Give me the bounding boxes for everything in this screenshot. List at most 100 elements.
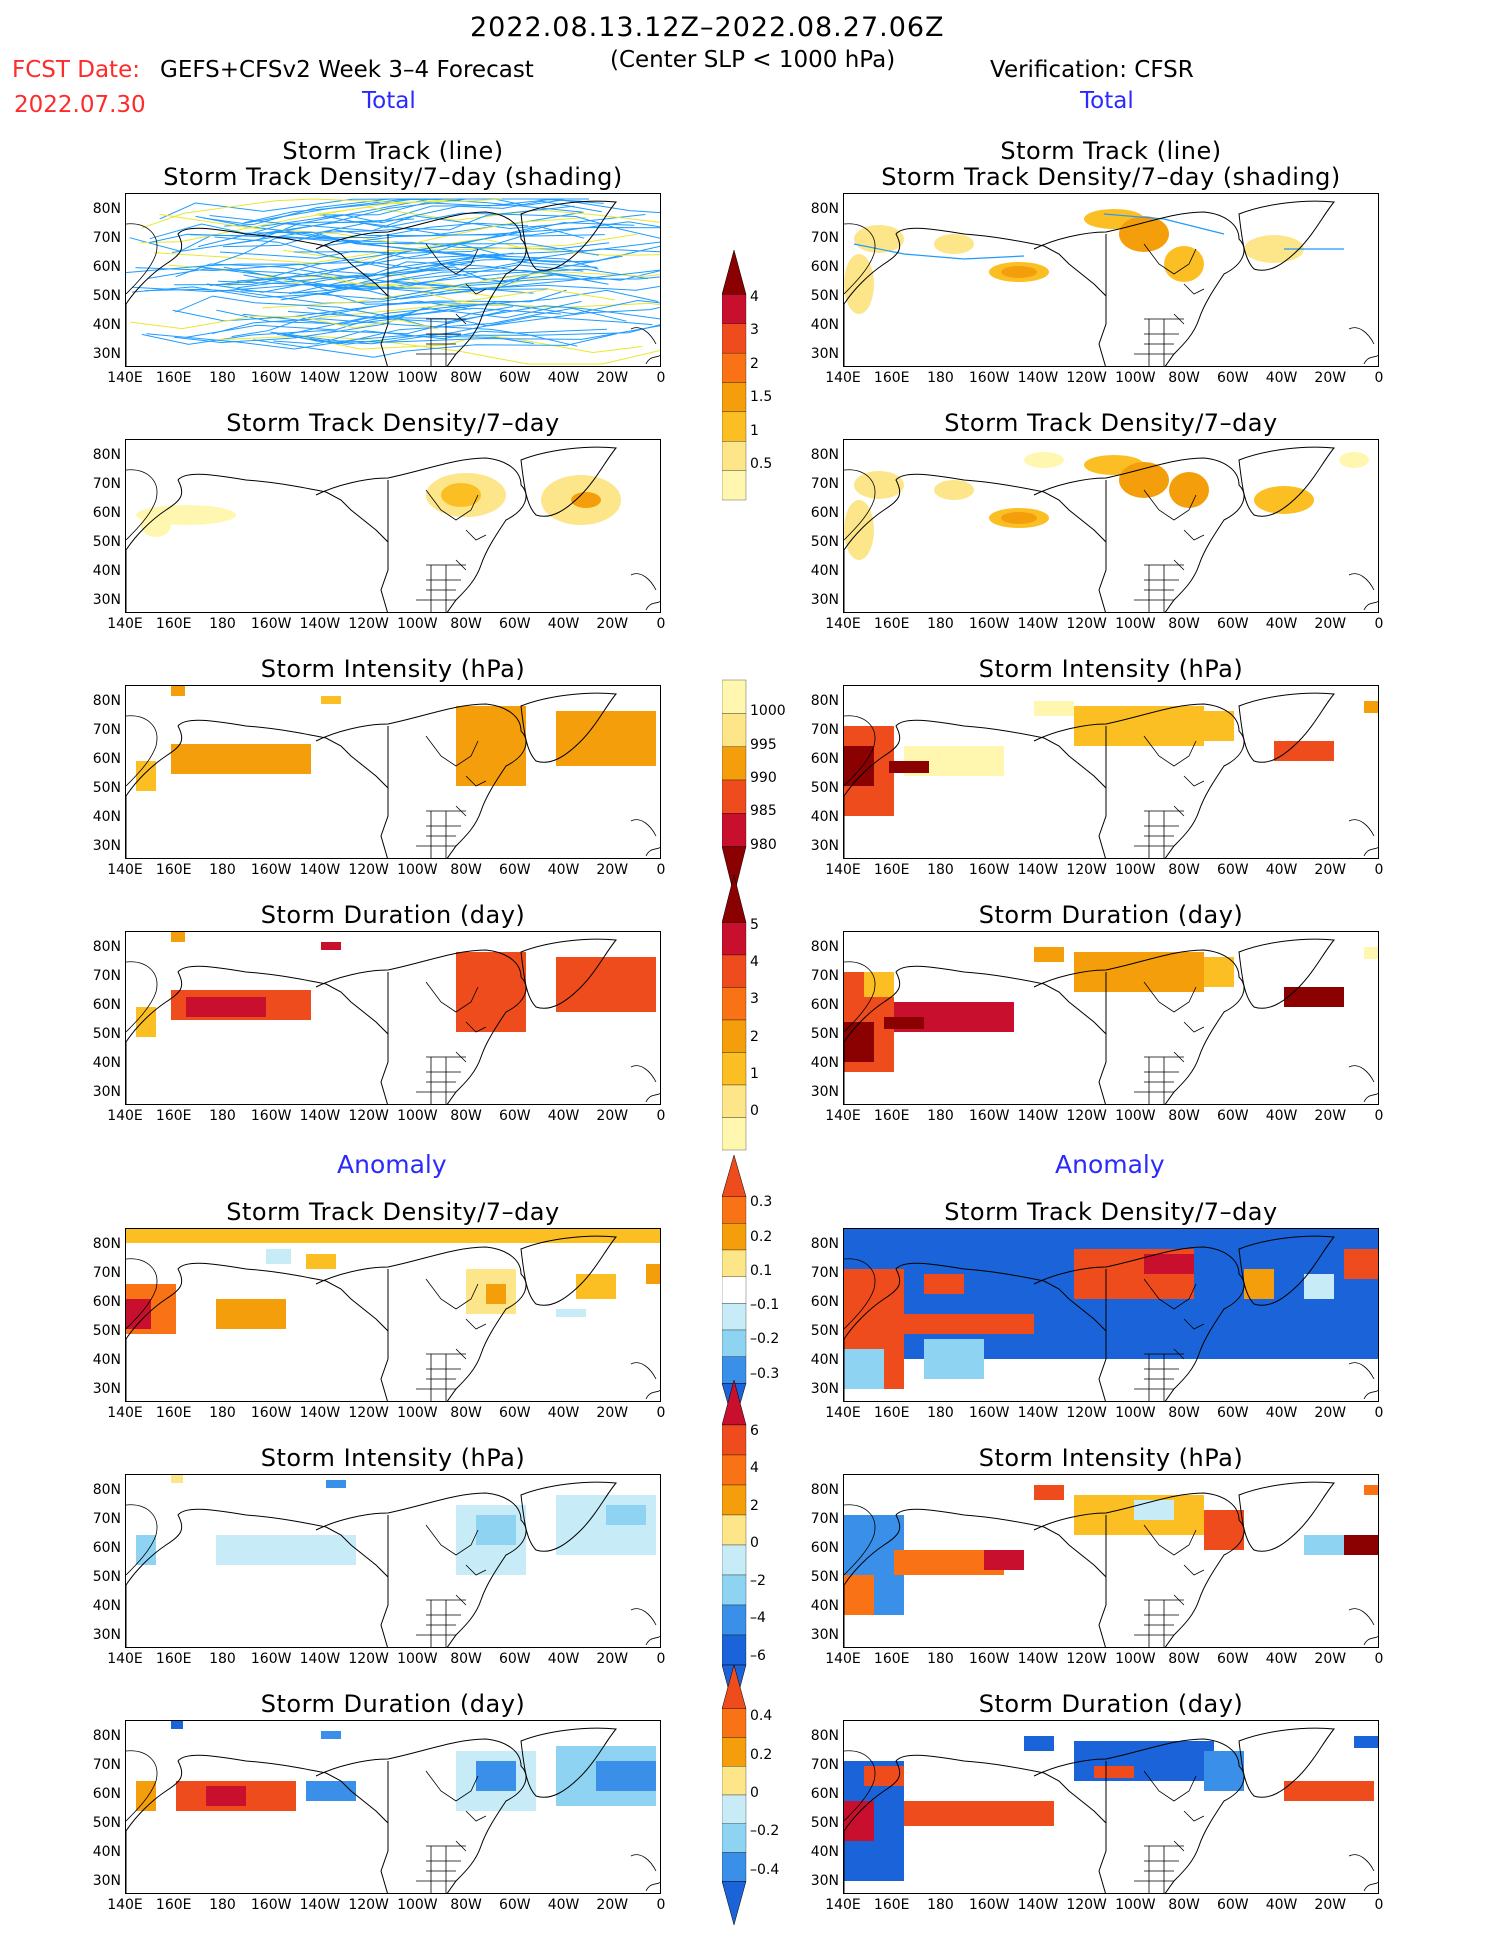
lon-label: 0 [1374,1108,1384,1124]
panel-title-track_line: Storm Track (line) [1000,137,1222,165]
lat-label: 30N [810,838,839,854]
lon-label: 160W [250,1405,292,1421]
lon-label: 20W [1314,1651,1347,1667]
lat-label: 50N [92,288,121,304]
lat-label: 50N [92,1026,121,1042]
lon-label: 100W [397,1651,438,1667]
lon-label: 40W [547,1897,580,1913]
lon-label: 80W [450,862,482,878]
colorbar-label: –0.2 [750,1331,780,1348]
lon-label: 140E [825,1108,861,1124]
lat-label: 80N [810,1728,839,1744]
lon-label: 80W [450,1897,482,1913]
lon-label: 60W [1216,370,1249,386]
panel-title-density: Storm Track Density/7–day [226,1198,560,1226]
lon-label: 120W [348,1108,389,1124]
colorbar-label: 0 [750,1785,759,1801]
lon-label: 180 [927,862,954,878]
lat-label: 40N [92,317,121,333]
lon-label: 40W [1265,1108,1298,1124]
colorbar-label: 1 [750,422,759,439]
lon-label: 40W [1265,1405,1298,1421]
lon-label: 40W [1265,1651,1298,1667]
lat-label: 30N [92,1381,121,1397]
lon-label: 180 [209,616,236,632]
lat-label: 30N [92,1627,121,1643]
colorbar-label: 990 [750,770,777,786]
lat-label: 50N [810,288,839,304]
lon-label: 140W [1017,1651,1059,1667]
lon-label: 140W [299,1405,341,1421]
map-panel-r1-c1 [843,439,1379,613]
lat-label: 70N [92,722,121,738]
lat-label: 40N [810,317,839,333]
colorbar-label: 4 [750,288,759,305]
lon-label: 40W [1265,1897,1298,1913]
lon-label: 100W [1115,370,1156,386]
colorbar-label: 0 [750,1102,759,1119]
lat-label: 30N [810,592,839,608]
fcst-date-label: FCST Date: [12,57,140,83]
panel-title-duration: Storm Duration (day) [260,1690,526,1718]
colorbar-intensity_total [721,679,747,896]
lon-label: 0 [656,862,666,878]
map-panel-r0-c1 [843,193,1379,367]
lat-label: 70N [810,476,839,492]
lat-label: 50N [810,1569,839,1585]
anomaly-label-left: Anomaly [337,1150,447,1179]
panel-title-intensity: Storm Intensity (hPa) [260,655,526,683]
lon-label: 20W [596,616,629,632]
panel-title-intensity: Storm Intensity (hPa) [978,655,1244,683]
lat-label: 70N [810,1265,839,1281]
period-title: 2022.08.13.12Z–2022.08.27.06Z [470,12,945,43]
panel-title-density: Storm Track Density/7–day [944,1198,1278,1226]
lon-label: 60W [1216,862,1249,878]
lon-label: 0 [656,1897,666,1913]
lon-label: 60W [498,1108,531,1124]
lon-label: 140W [1017,1405,1059,1421]
lon-label: 160W [250,862,292,878]
lon-label: 160E [155,1405,192,1421]
panel-title-track_shading: Storm Track Density/7–day (shading) [163,163,623,191]
lat-label: 40N [810,1598,839,1614]
lon-label: 0 [656,616,666,632]
lon-label: 160E [873,1405,910,1421]
lon-label: 80W [1168,616,1200,632]
lon-label: 0 [656,1405,666,1421]
lon-label: 160E [873,1651,910,1667]
lon-label: 20W [1314,616,1347,632]
verification-label: Verification: CFSR [990,57,1194,83]
lat-label: 40N [810,809,839,825]
lat-label: 60N [810,751,839,767]
lon-label: 160E [155,616,192,632]
lon-label: 180 [209,370,236,386]
lat-label: 60N [810,1540,839,1556]
map-shading [844,200,1378,366]
lon-label: 140E [107,1897,143,1913]
lat-label: 30N [810,1381,839,1397]
colorbar-label: 0.5 [750,456,773,473]
lon-label: 100W [1115,1651,1156,1667]
lon-label: 120W [348,1651,389,1667]
lon-label: 0 [1374,1897,1384,1913]
lat-label: 30N [92,1084,121,1100]
lon-label: 20W [596,1405,629,1421]
lon-label: 120W [1066,616,1107,632]
lon-label: 80W [1168,1108,1200,1124]
map-panel-r5-c0 [125,1474,661,1648]
lat-label: 80N [92,939,121,955]
map-shading [844,1727,1378,1893]
colorbar-label: 980 [750,836,777,853]
lat-label: 70N [810,230,839,246]
colorbar-label: 0 [750,1535,759,1551]
map-panel-r3-c0 [125,931,661,1105]
colorbar-label: 0.2 [750,1228,773,1245]
colorbar-label: –4 [750,1610,766,1626]
lon-label: 60W [1216,1897,1249,1913]
map-shading [126,1721,660,1893]
lat-label: 40N [92,1352,121,1368]
lon-label: 140E [825,1405,861,1421]
lat-label: 80N [92,1482,121,1498]
lon-label: 140W [299,1651,341,1667]
lon-label: 160E [873,616,910,632]
